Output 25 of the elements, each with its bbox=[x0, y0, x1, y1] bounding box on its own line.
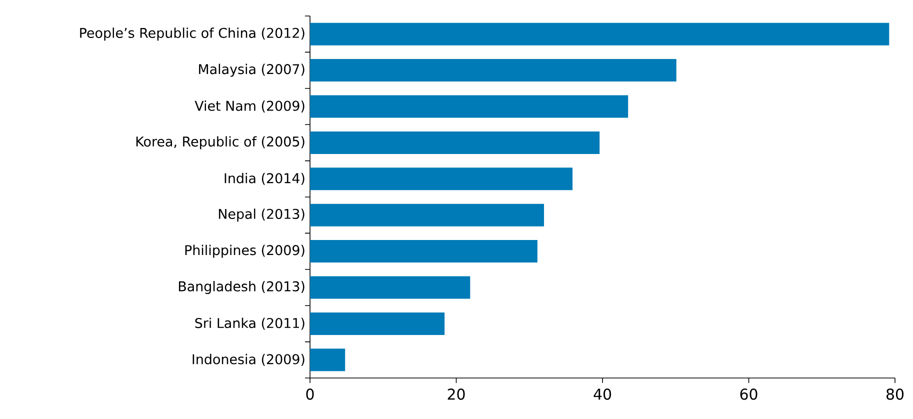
y-tick-label: India (2014) bbox=[224, 172, 304, 185]
bar bbox=[310, 168, 573, 190]
x-tick-label: 80 bbox=[886, 388, 904, 400]
y-tick-label: Malaysia (2007) bbox=[199, 64, 304, 77]
y-tick-label: Philippines (2009) bbox=[185, 244, 304, 258]
y-tick-label: Sri Lanka (2011) bbox=[195, 318, 304, 330]
x-tick-label: 20 bbox=[448, 388, 465, 400]
bar bbox=[310, 95, 628, 118]
y-tick-label: Korea, Republic of (2005) bbox=[136, 136, 304, 150]
y-tick-label: People’s Republic of China (2012) bbox=[80, 28, 304, 41]
x-tick-label: 0 bbox=[306, 388, 314, 400]
bar bbox=[310, 131, 600, 154]
y-tick-label: Bangladesh (2013) bbox=[178, 280, 304, 294]
bar bbox=[310, 348, 346, 372]
bar bbox=[310, 240, 538, 263]
y-tick-label: Viet Nam (2009) bbox=[194, 100, 304, 112]
y-tick-label: Nepal (2013) bbox=[218, 208, 304, 222]
bar bbox=[310, 276, 470, 299]
y-tick-label: Indonesia (2009) bbox=[192, 354, 304, 366]
bar bbox=[310, 204, 544, 226]
bar bbox=[310, 312, 445, 335]
bar bbox=[310, 59, 676, 82]
x-tick-label: 40 bbox=[594, 388, 612, 400]
x-tick-label: 60 bbox=[740, 388, 758, 400]
bar bbox=[310, 22, 890, 46]
